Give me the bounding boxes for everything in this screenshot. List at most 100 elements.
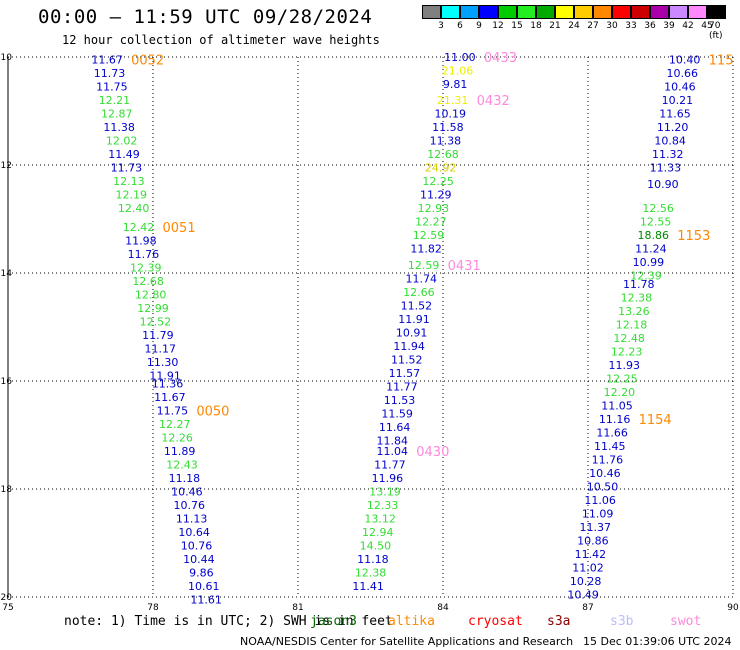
page-subtitle: 12 hour collection of altimeter wave hei… xyxy=(62,33,380,47)
wave-height-value: 21.31 xyxy=(437,94,469,107)
pass-time-label: 0433 xyxy=(484,51,517,66)
wave-height-value: 11.84 xyxy=(377,434,409,447)
wave-height-value: 10.46 xyxy=(589,467,621,480)
legend-tick: 21 xyxy=(549,21,561,31)
wave-height-value: 11.02 xyxy=(572,561,604,574)
wave-height-value: 11.57 xyxy=(389,367,421,380)
latitude-tick-label: -14 xyxy=(0,269,12,279)
satellite-name-jason3: jason3 xyxy=(310,614,357,629)
latitude-tick-label: -16 xyxy=(0,377,12,387)
pass-time-label: 115 xyxy=(709,54,734,69)
wave-height-value: 11.13 xyxy=(176,513,208,526)
wave-height-value: 24.92 xyxy=(425,162,457,175)
satellite-pass: 12.4211.9811.7612.3912.6812.8012.9912.52… xyxy=(123,221,196,383)
legend-swatch xyxy=(555,5,574,19)
footnote: note: 1) Time is in UTC; 2) SWH is in fe… xyxy=(64,614,393,629)
wave-height-value: 10.61 xyxy=(188,580,220,593)
longitude-tick-label: 84 xyxy=(437,603,449,610)
generated-timestamp: 15 Dec 01:39:06 UTC 2024 xyxy=(583,635,732,648)
pass-time-label: 1154 xyxy=(639,413,672,428)
wave-height-value: 11.18 xyxy=(169,472,201,485)
legend-tick: 9 xyxy=(476,21,482,31)
wave-height-value: 21.06 xyxy=(442,65,474,78)
longitude-tick-label: 90 xyxy=(727,603,739,610)
wave-height-value: 11.09 xyxy=(582,507,614,520)
satellite-pass: 12.5911.7412.6611.5211.9110.9111.9411.52… xyxy=(377,259,481,448)
wave-height-value: 10.86 xyxy=(577,534,609,547)
legend-swatch xyxy=(593,5,612,19)
wave-height-value: 11.67 xyxy=(91,54,123,67)
wave-height-value: 13.12 xyxy=(364,513,396,526)
legend-unit: 70 (ft) xyxy=(709,21,723,41)
wave-height-value: 11.82 xyxy=(410,243,442,256)
wave-height-value: 12.19 xyxy=(116,189,148,202)
wave-height-value: 11.24 xyxy=(635,243,667,256)
wave-height-value: 12.27 xyxy=(415,216,447,229)
wave-height-value: 12.87 xyxy=(101,108,133,121)
wave-height-value: 11.73 xyxy=(111,162,143,175)
wave-height-value: 11.49 xyxy=(108,148,140,161)
wave-height-value: 13.19 xyxy=(369,486,401,499)
legend-tick: 42 xyxy=(682,21,694,31)
wave-height-value: 11.77 xyxy=(374,459,406,472)
satellite-pass: 11.3611.6711.7512.2712.2611.8912.4311.18… xyxy=(152,378,230,607)
wave-height-value: 12.26 xyxy=(161,432,193,445)
wave-height-value: 12.59 xyxy=(413,229,445,242)
legend-swatch xyxy=(460,5,479,19)
wave-height-value: 11.53 xyxy=(384,394,416,407)
pass-time-label: 0051 xyxy=(163,221,196,236)
legend-swatch xyxy=(479,5,498,19)
legend-swatch xyxy=(631,5,650,19)
wave-height-value: 11.66 xyxy=(596,426,628,439)
wave-height-value: 12.33 xyxy=(367,499,399,512)
wave-height-value: 10.44 xyxy=(183,553,215,566)
wave-height-value: 11.17 xyxy=(145,343,177,356)
wave-height-value: 10.21 xyxy=(662,94,694,107)
wave-height-value: 11.75 xyxy=(96,81,128,94)
legend-tick: 36 xyxy=(644,21,656,31)
legend-swatch xyxy=(498,5,517,19)
satellite-pass: 11.6711.7311.7512.2112.8711.3812.0211.49… xyxy=(91,54,164,216)
wave-height-value: 10.19 xyxy=(435,108,467,121)
wave-height-value: 11.32 xyxy=(652,148,684,161)
pass-time-label: 0430 xyxy=(416,445,449,460)
satellite-pass: 11.7812.3813.2612.1812.4812.2311.9312.25… xyxy=(567,278,671,602)
legend-swatch xyxy=(612,5,631,19)
wave-height-value: 11.91 xyxy=(149,370,181,383)
longitude-tick-label: 81 xyxy=(292,603,303,610)
wave-height-value: 11.91 xyxy=(398,313,430,326)
wave-height-value: 9.86 xyxy=(189,567,214,580)
pass-time-label: 0431 xyxy=(448,259,481,274)
legend-tick: 33 xyxy=(625,21,637,31)
wave-height-value: 10.90 xyxy=(647,178,679,191)
satellite-name-altika: altika xyxy=(388,614,435,629)
longitude-tick-label: 87 xyxy=(582,603,593,610)
longitude-tick-label: 78 xyxy=(147,603,159,610)
wave-height-value: 11.42 xyxy=(575,548,607,561)
legend-tick: 24 xyxy=(568,21,580,31)
wave-height-value: 11.96 xyxy=(372,472,404,485)
legend-swatch xyxy=(536,5,555,19)
wave-height-value: 12.40 xyxy=(118,202,150,215)
legend-tick: 6 xyxy=(457,21,463,31)
wave-height-value: 12.27 xyxy=(159,418,191,431)
wave-height-value: 10.46 xyxy=(664,81,696,94)
wave-height-value: 11.30 xyxy=(147,356,179,369)
latitude-tick-label: -20 xyxy=(0,593,12,603)
wave-height-value: 10.64 xyxy=(178,526,210,539)
wave-height-value: 12.48 xyxy=(613,332,645,345)
wave-height-value: 10.28 xyxy=(570,575,602,588)
satellite-pass: 11.0411.7711.9613.1912.3313.1212.9414.50… xyxy=(352,445,449,593)
satellite-pass: 21.3110.1911.5811.3812.6824.9212.2511.29… xyxy=(410,94,509,256)
wave-height-value: 10.91 xyxy=(396,326,428,339)
legend-swatch xyxy=(669,5,688,19)
wave-height-value: 11.04 xyxy=(377,445,409,458)
satellite-name-s3a: s3a xyxy=(547,614,571,629)
wave-height-value: 11.36 xyxy=(152,378,184,391)
wave-height-value: 9.81 xyxy=(443,78,468,91)
latitude-tick-label: -18 xyxy=(0,485,12,495)
wave-height-value: 11.58 xyxy=(432,121,464,134)
wave-height-value: 11.29 xyxy=(420,189,452,202)
